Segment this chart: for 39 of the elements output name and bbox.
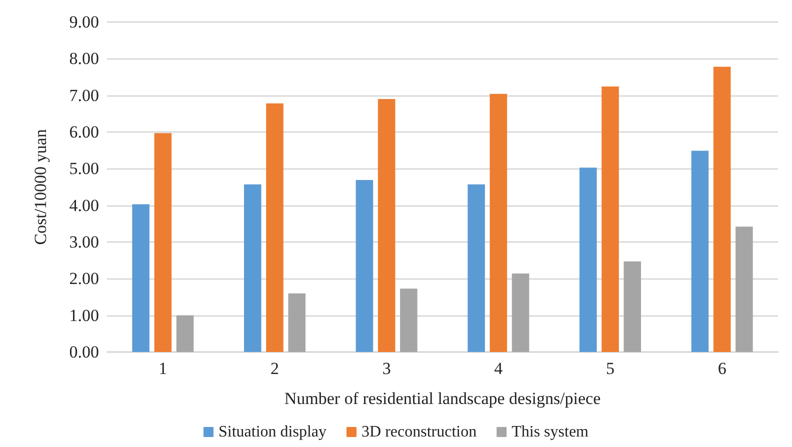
bar [266, 103, 284, 352]
x-tick-label: 6 [718, 359, 726, 378]
x-tick-label: 3 [382, 359, 391, 378]
bar [713, 66, 731, 352]
y-tick-label: 4.00 [69, 196, 99, 215]
bar [512, 274, 530, 352]
bar [490, 94, 508, 352]
y-tick-label: 5.00 [69, 159, 99, 178]
y-tick-label: 8.00 [69, 49, 99, 68]
bar [154, 133, 172, 352]
x-tick-label: 2 [270, 359, 279, 378]
y-tick-label: 7.00 [69, 86, 99, 105]
bar [736, 226, 753, 352]
y-tick-label: 2.00 [69, 269, 99, 288]
bar [176, 315, 194, 352]
y-tick-label: 9.00 [69, 12, 99, 32]
bar [691, 150, 709, 352]
bar [624, 261, 642, 352]
y-tick-label: 0.00 [69, 342, 99, 362]
y-tick-label: 1.00 [69, 306, 99, 325]
bar [579, 168, 597, 352]
y-axis-title: Cost/10000 yuan [31, 128, 50, 245]
x-axis-title: Number of residential landscape designs/piece [284, 389, 601, 408]
bar [468, 184, 485, 352]
bar [378, 99, 396, 352]
bar [288, 293, 306, 352]
bar [602, 86, 619, 352]
y-tick-label: 6.00 [69, 122, 99, 142]
y-tick-label: 3.00 [69, 232, 99, 252]
bar [400, 288, 418, 352]
legend-label: This system [512, 424, 590, 440]
legend-label: Situation display [218, 424, 327, 440]
bar [356, 180, 374, 352]
x-tick-label: 4 [494, 359, 504, 378]
x-tick-label: 1 [158, 359, 168, 378]
bar [132, 204, 150, 352]
legend-label: 3D reconstruction [362, 424, 477, 440]
x-tick-label: 5 [606, 359, 614, 378]
bar [244, 184, 262, 352]
